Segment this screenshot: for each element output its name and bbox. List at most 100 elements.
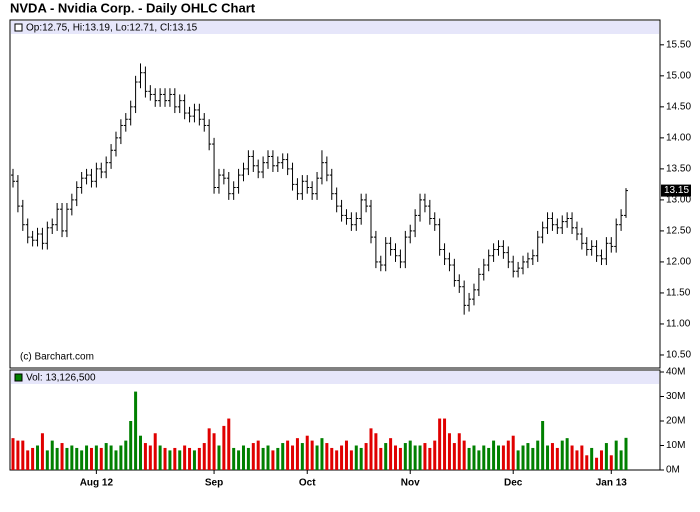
volume-bar [467,447,471,470]
volume-bar [148,445,152,470]
volume-bar [609,455,613,470]
volume-bar [433,440,437,470]
volume-bar [45,450,49,470]
volume-bar [320,438,324,470]
volume-bar [188,447,192,470]
volume-bar [163,447,167,470]
volume-bar [291,445,295,470]
volume-bar [472,445,476,470]
info-strip [11,21,659,34]
volume-bar [119,445,123,470]
volume-bar [438,418,442,470]
volume-bar [256,440,260,470]
y2-tick-label: 30M [666,391,685,402]
x-tick-label: Oct [299,478,316,489]
watermark: (c) Barchart.com [20,352,94,363]
volume-icon [14,373,23,382]
volume-bar [423,443,427,470]
volume-bar [109,445,113,470]
volume-bar [232,447,236,470]
volume-bar [565,438,569,470]
volume-bar [496,445,500,470]
volume-bar [340,445,344,470]
volume-bar [516,450,520,470]
volume-bar [335,450,339,470]
volume-bar [536,440,540,470]
volume-bar [139,435,143,470]
volume-bar [217,445,221,470]
volume-bar [487,447,491,470]
volume-bar [197,447,201,470]
volume-bar [590,447,594,470]
volume-bar [183,445,187,470]
last-price: 13.15 [664,185,689,196]
volume-bar [389,438,393,470]
volume-bar [570,445,574,470]
volume-bar [560,440,564,470]
volume-bar [379,447,383,470]
volume-bar [36,445,40,470]
volume-bar [418,445,422,470]
volume-bar [428,447,432,470]
volume-bar [241,445,245,470]
volume-bar [202,443,206,470]
volume-bar [305,435,309,470]
volume-bar [531,447,535,470]
y2-tick-label: 0M [666,465,680,476]
volume-bar [359,447,363,470]
y-tick-label: 14.50 [666,101,691,112]
volume-bar [477,450,481,470]
volume-bar [143,443,147,470]
y2-tick-label: 20M [666,416,685,427]
y-tick-label: 15.00 [666,70,691,81]
volume-bar [526,443,530,470]
info-icon [14,23,23,32]
x-tick-label: Nov [401,478,420,489]
volume-bar [384,443,388,470]
volume-bar [158,445,162,470]
volume-bar [354,445,358,470]
volume-bar [124,440,128,470]
volume-bar [99,447,103,470]
chart-title: NVDA - Nvidia Corp. - Daily OHLC Chart [10,0,256,15]
volume-bar [168,450,172,470]
x-tick-label: Aug 12 [80,478,114,489]
volume-bar [394,445,398,470]
volume-bar [104,443,108,470]
volume-bar [114,450,118,470]
volume-bar [619,450,623,470]
y2-tick-label: 40M [666,367,685,378]
volume-bar [349,450,353,470]
volume-bar [506,440,510,470]
volume-bar [261,447,265,470]
volume-bar [546,445,550,470]
volume-bar [408,440,412,470]
volume-bar [315,445,319,470]
volume-bar [492,440,496,470]
volume-bar [541,421,545,470]
volume-bar [575,450,579,470]
volume-bar [80,450,84,470]
volume-bar [501,445,505,470]
volume-bar [398,447,402,470]
volume-bar [227,418,231,470]
volume-info: Vol: 13,126,500 [26,373,96,384]
volume-bar [251,443,255,470]
x-tick-label: Sep [205,478,223,489]
volume-bar [212,433,216,470]
volume-bar [271,450,275,470]
volume-bar [614,440,618,470]
volume-bar [134,391,138,470]
volume-bar [482,445,486,470]
volume-bar [31,447,35,470]
volume-bar [286,440,290,470]
y-tick-label: 14.00 [666,133,691,144]
volume-bar [403,443,407,470]
y-tick-label: 12.00 [666,257,691,268]
last-price-tag [661,184,691,197]
volume-bar [443,418,447,470]
volume-bar [511,435,515,470]
volume-bar [550,443,554,470]
volume-bar [153,433,157,470]
